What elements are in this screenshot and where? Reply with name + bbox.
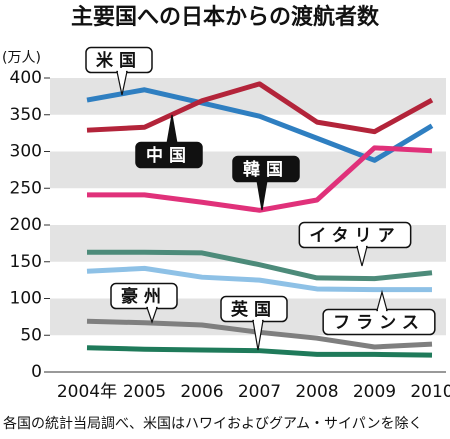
series-line: [87, 249, 433, 282]
legend-label: 米国: [96, 50, 142, 71]
series-label: 米国: [85, 46, 153, 96]
chart-title: 主要国への日本からの渡航者数: [71, 4, 380, 30]
series-line: [86, 87, 434, 163]
y-tick-label: 400: [10, 68, 42, 88]
series-label: 中国: [135, 114, 203, 169]
legend-label: フランス: [333, 313, 425, 333]
y-tick-label: 250: [10, 178, 42, 198]
source-note: 各国の統計当局調べ、米国はハワイおよびグアム・サイパンを除く: [3, 416, 422, 432]
legend-label: イタリア: [309, 226, 400, 246]
label-box: [298, 221, 412, 249]
series-line: [87, 145, 433, 213]
y-tick-label: 50: [20, 325, 42, 345]
x-tick-label: 2010: [410, 382, 450, 402]
x-tick-label: 2009: [353, 382, 396, 402]
series-line: [86, 265, 432, 293]
x-tick-label: 2008: [295, 382, 338, 402]
series-label: 豪州: [110, 282, 178, 324]
series-line: [86, 345, 433, 358]
series-label: イタリア: [298, 221, 412, 267]
y-tick-label: 0: [31, 362, 42, 382]
label-box: [110, 282, 178, 310]
x-tick-label: 2005: [123, 382, 166, 402]
y-tick-label: 300: [10, 142, 42, 162]
label-pointer: [166, 114, 178, 145]
label-pointer: [256, 179, 268, 211]
y-tick-label: 100: [10, 289, 42, 309]
legend-label: 英国: [231, 299, 277, 320]
x-tick-label: 2004年: [57, 382, 117, 402]
x-tick-label: 2006: [180, 382, 223, 402]
x-tick-label: 2007: [238, 382, 281, 402]
y-tick-label: 150: [10, 252, 42, 272]
series-label: フランス: [322, 289, 436, 336]
series-line: [86, 81, 434, 135]
y-unit: (万人): [2, 50, 41, 66]
legend-label: 韓国: [243, 159, 289, 180]
legend-label: 豪州: [121, 286, 167, 307]
series-label: 韓国: [232, 155, 300, 211]
y-tick-label: 200: [10, 215, 42, 235]
legend-label: 中国: [146, 145, 192, 166]
y-tick-label: 350: [10, 105, 42, 125]
series-label: 英国: [220, 295, 288, 351]
